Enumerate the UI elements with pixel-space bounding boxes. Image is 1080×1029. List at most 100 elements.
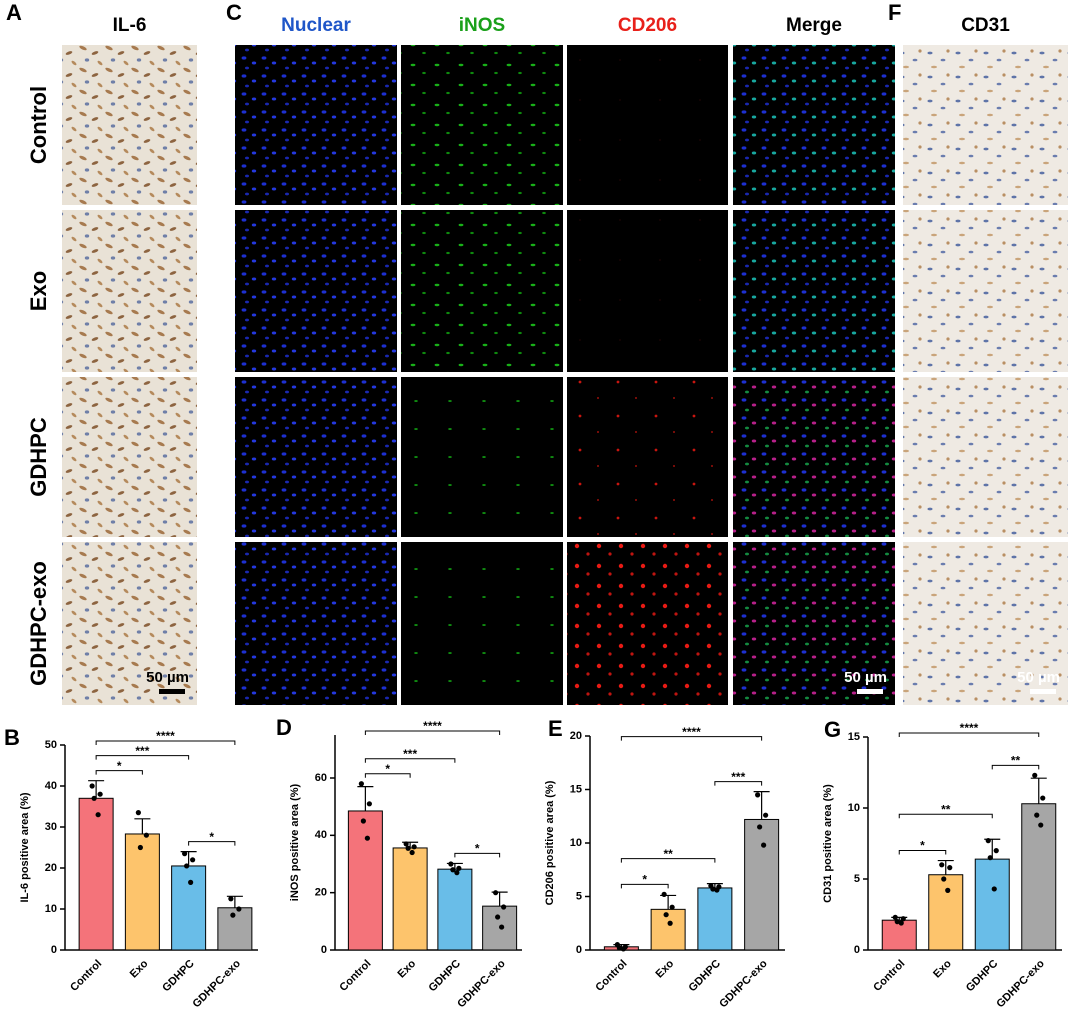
micrograph (733, 377, 895, 537)
x-tick-label: GDHPC (964, 958, 1001, 995)
data-point (493, 890, 499, 896)
x-tick-label: GDHPC-exo (455, 957, 508, 1010)
data-point (985, 838, 991, 844)
data-point (450, 867, 456, 873)
scale-bar-label: 50 µm (146, 669, 189, 686)
micrograph (733, 542, 895, 705)
data-point (448, 861, 454, 867)
data-point (95, 812, 101, 818)
x-tick-label: Exo (931, 958, 954, 981)
micrograph (567, 210, 728, 372)
data-point (761, 842, 767, 848)
bar (171, 865, 207, 951)
micrograph (235, 542, 397, 705)
data-point (663, 912, 669, 918)
significance-label: **** (156, 729, 175, 743)
y-tick-label: 15 (570, 783, 582, 795)
scale-bar-label: 50 µm (844, 669, 887, 686)
data-point (947, 865, 953, 871)
data-point (710, 886, 716, 892)
data-point (405, 845, 411, 851)
significance-label: * (642, 873, 647, 887)
panel-label: E (548, 716, 563, 741)
panel-label: B (4, 725, 20, 750)
data-point (228, 896, 234, 902)
y-axis-label: iNOS positive area (%) (289, 783, 301, 901)
data-point (454, 870, 460, 876)
bar (697, 887, 733, 951)
data-point (403, 841, 409, 847)
significance-label: * (209, 830, 214, 844)
data-point (366, 801, 372, 807)
y-tick-label: 0 (576, 944, 582, 956)
micrograph (401, 377, 563, 537)
data-point (941, 876, 947, 882)
y-axis-label: CD31 positive area (%) (822, 784, 834, 903)
micrograph (235, 377, 397, 537)
data-point (894, 919, 900, 925)
data-point (755, 792, 761, 798)
significance-label: *** (731, 770, 745, 784)
significance-bracket (620, 736, 763, 741)
significance-label: * (385, 762, 390, 776)
data-point (501, 904, 507, 910)
column-header: IL-6 (113, 15, 147, 36)
micrograph (401, 45, 563, 205)
bar (928, 874, 964, 951)
x-tick-label: Exo (396, 958, 419, 981)
data-point (135, 810, 141, 816)
data-point (364, 835, 370, 841)
significance-bracket (95, 740, 236, 745)
significance-bracket (364, 758, 456, 763)
significance-bracket (364, 730, 501, 735)
data-point (892, 914, 898, 920)
significance-label: **** (960, 721, 979, 735)
data-point (190, 857, 196, 863)
x-tick-label: Exo (128, 958, 151, 981)
x-tick-label: GDHPC (426, 958, 463, 995)
row-label: GDHPC-exo (26, 561, 51, 686)
bar (881, 919, 917, 951)
significance-label: **** (423, 719, 442, 733)
bar (744, 818, 780, 951)
data-point (456, 865, 462, 871)
y-tick-label: 50 (45, 739, 57, 751)
significance-bracket (714, 781, 763, 786)
data-point (669, 904, 675, 910)
y-tick-label: 10 (570, 837, 582, 849)
bar (124, 833, 160, 951)
data-point (1032, 772, 1038, 778)
row-label: GDHPC (26, 417, 51, 497)
column-header: CD206 (618, 15, 677, 36)
significance-bracket (188, 841, 236, 846)
micrograph (567, 377, 728, 537)
x-tick-label: Control (593, 958, 629, 994)
row-label: Exo (26, 271, 51, 311)
data-point (182, 851, 188, 857)
column-header: Merge (786, 15, 842, 36)
micrograph (235, 45, 397, 205)
column-header: CD31 (961, 15, 1010, 36)
y-tick-label: 20 (45, 862, 57, 874)
bar (347, 810, 383, 951)
x-tick-label: GDHPC (160, 958, 197, 995)
data-point (411, 844, 417, 850)
data-point (620, 946, 626, 952)
data-point (898, 920, 904, 926)
significance-bracket (95, 755, 190, 760)
data-point (91, 795, 97, 801)
y-tick-label: 30 (45, 821, 57, 833)
micrograph (903, 542, 1068, 705)
y-tick-label: 40 (315, 829, 327, 841)
significance-bracket (898, 732, 1040, 737)
data-point (661, 891, 667, 897)
significance-label: * (475, 842, 480, 856)
data-point (763, 812, 769, 818)
significance-bracket (898, 813, 993, 819)
data-point (409, 849, 415, 856)
x-tick-label: GDHPC-exo (994, 957, 1047, 1010)
data-point (987, 855, 993, 861)
x-tick-label: Control (68, 958, 104, 994)
significance-label: ** (941, 802, 951, 816)
y-tick-label: 15 (848, 731, 860, 743)
